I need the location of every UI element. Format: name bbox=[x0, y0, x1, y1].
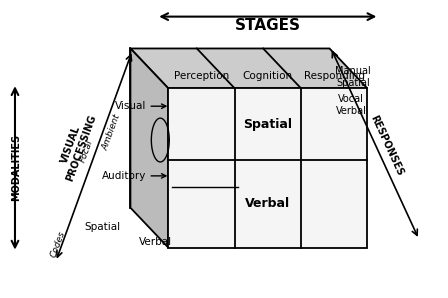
Text: Verbal: Verbal bbox=[139, 237, 172, 246]
Text: VISUAL
PROCESSING: VISUAL PROCESSING bbox=[54, 109, 98, 183]
Text: Cognition: Cognition bbox=[243, 71, 293, 81]
Text: Visual: Visual bbox=[115, 101, 146, 111]
Text: Spatial: Spatial bbox=[85, 222, 121, 232]
Text: Responding: Responding bbox=[304, 71, 365, 81]
Polygon shape bbox=[130, 49, 367, 88]
Polygon shape bbox=[168, 88, 367, 248]
Text: Spatial: Spatial bbox=[243, 118, 292, 131]
Text: Ambient: Ambient bbox=[100, 113, 122, 152]
Text: Auditory: Auditory bbox=[102, 171, 146, 181]
Text: Perception: Perception bbox=[174, 71, 229, 81]
Text: Focal: Focal bbox=[78, 139, 94, 164]
Text: Verbal: Verbal bbox=[245, 197, 290, 210]
Text: Codes: Codes bbox=[50, 230, 68, 259]
Text: RESPONSES: RESPONSES bbox=[368, 114, 405, 177]
Text: Manual
Spatial: Manual Spatial bbox=[336, 66, 371, 88]
Text: Vocal
Verbal: Vocal Verbal bbox=[336, 94, 366, 116]
Text: STAGES: STAGES bbox=[235, 18, 301, 32]
Polygon shape bbox=[130, 49, 168, 248]
Text: MODALITIES: MODALITIES bbox=[11, 134, 21, 201]
